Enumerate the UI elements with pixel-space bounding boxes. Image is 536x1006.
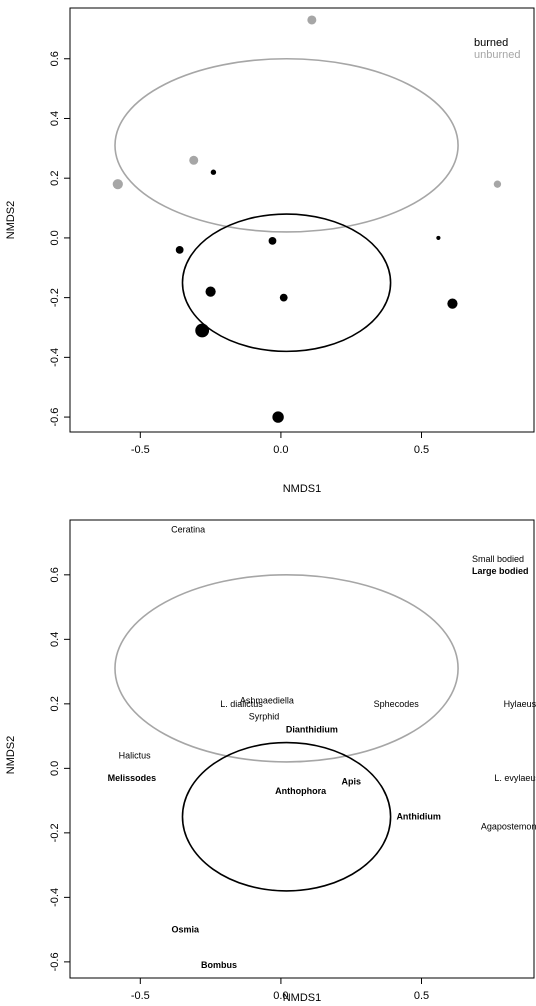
legend-entry-large-bodied: Large bodied: [472, 566, 529, 576]
y-tick-label: 0.4: [49, 111, 61, 126]
y-tick-label: -0.2: [49, 288, 61, 307]
point-unburned: [189, 155, 199, 165]
x-axis-label-top: NMDS1: [283, 483, 322, 495]
y-tick-label: -0.2: [49, 823, 61, 842]
plot-frame-top: [69, 7, 535, 433]
point-burned: [210, 169, 217, 175]
y-tick-label: 0.2: [49, 171, 61, 186]
taxon-label: Osmia: [172, 925, 201, 935]
y-tick-label: -0.6: [49, 408, 61, 427]
x-axis-top: -0.5 0.0 0.5: [131, 432, 429, 456]
taxon-label: Ceratina: [171, 525, 205, 535]
y-tick-label: 0.6: [49, 567, 61, 582]
taxon-label: L. dialictus: [220, 699, 263, 709]
point-burned: [175, 245, 184, 254]
point-burned: [279, 293, 288, 302]
taxon-label: Anthidium: [396, 812, 441, 822]
point-unburned: [307, 15, 317, 25]
taxon-label: Apis: [341, 776, 361, 786]
point-unburned: [112, 179, 123, 190]
point-burned: [447, 298, 458, 309]
point-burned: [205, 286, 216, 297]
y-tick-label: -0.6: [49, 952, 61, 971]
taxon-label: Bombus: [201, 960, 237, 970]
panel-bottom-taxa-ordination: -0.6 -0.4 -0.2 0.0 0.2 0.4 0.6 -0.5 0.0 0.5 Cera…: [5, 519, 536, 1004]
x-tick-label: -0.5: [131, 444, 150, 456]
y-axis-label-bottom: NMDS2: [5, 736, 17, 775]
x-axis-label-bottom: NMDS1: [283, 992, 322, 1004]
point-burned: [272, 411, 284, 423]
ellipses-bottom: [114, 574, 459, 892]
ellipses-top: [114, 57, 459, 353]
x-tick-label: 0.5: [414, 990, 429, 1002]
y-tick-label: 0.2: [49, 696, 61, 711]
taxon-label: Anthophora: [275, 786, 327, 796]
y-tick-label: -0.4: [49, 888, 61, 907]
y-tick-label: 0.0: [49, 761, 61, 776]
point-burned: [195, 323, 210, 338]
taxon-label: Ashmaediella: [240, 696, 294, 706]
y-axis-top: -0.6 -0.4 -0.2 0.0 0.2 0.4 0.6: [49, 51, 70, 427]
plot-frame-bottom: [69, 519, 535, 979]
taxon-label: Agapostemon: [481, 821, 536, 831]
ellipse-burned: [181, 213, 392, 353]
y-tick-label: -0.4: [49, 348, 61, 367]
taxon-label: Halictus: [119, 750, 152, 760]
points-top: [112, 15, 502, 423]
x-tick-label: 0.5: [414, 444, 429, 456]
x-tick-label: 0.0: [273, 444, 288, 456]
taxon-label: Dianthidium: [286, 725, 338, 735]
taxon-label: Melissodes: [108, 773, 157, 783]
ellipse-unburned: [114, 57, 459, 233]
x-tick-label: 0.0: [273, 990, 288, 1002]
x-axis-bottom: -0.5 0.0 0.5: [131, 978, 429, 1002]
point-burned: [436, 235, 441, 241]
legend-entry-small-bodied: Small bodied: [472, 554, 524, 564]
x-tick-label: -0.5: [131, 990, 150, 1002]
panel-top-site-ordination: -0.6 -0.4 -0.2 0.0 0.2 0.4 0.6 -0.5 0.0 0.5 NMDS…: [5, 7, 535, 495]
ellipse-burned: [181, 741, 392, 892]
y-tick-label: 0.6: [49, 51, 61, 66]
point-burned: [268, 237, 277, 245]
point-unburned: [493, 180, 502, 188]
taxon-label: Sphecodes: [374, 699, 420, 709]
y-axis-bottom: -0.6 -0.4 -0.2 0.0 0.2 0.4 0.6: [49, 567, 70, 971]
y-tick-label: 0.0: [49, 230, 61, 245]
legend-entry-burned: burned: [474, 37, 508, 49]
y-axis-label-top: NMDS2: [5, 201, 17, 240]
taxon-label: Hylaeus: [504, 699, 536, 709]
legend-entry-unburned: unburned: [474, 49, 521, 61]
taxon-label: L. evylaeus: [494, 773, 536, 783]
taxon-label: Syrphid: [249, 712, 280, 722]
ellipse-unburned: [114, 574, 459, 763]
y-tick-label: 0.4: [49, 632, 61, 647]
